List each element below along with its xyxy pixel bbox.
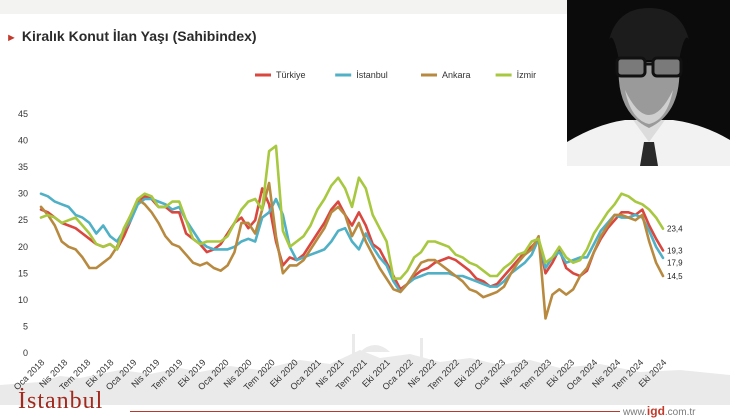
legend-label: Türkiye bbox=[276, 70, 306, 80]
y-tick-label: 0 bbox=[23, 348, 28, 358]
legend-label: Ankara bbox=[442, 70, 471, 80]
page-title-text: Kiralık Konut İlan Yaşı (Sahibindex) bbox=[21, 28, 257, 44]
presenter-photo bbox=[567, 0, 730, 166]
y-axis: 0 5 10 15 20 25 30 35 40 45 bbox=[18, 109, 28, 358]
series-line-Ankara bbox=[39, 181, 665, 320]
footer-site-prefix: www. bbox=[623, 407, 647, 418]
footer-site-main: igd bbox=[646, 404, 665, 418]
series-lines bbox=[39, 144, 665, 320]
footer-site-suffix: .com.tr bbox=[664, 407, 696, 418]
istanbul-skyline-watermark bbox=[0, 334, 730, 405]
y-tick-label: 20 bbox=[18, 242, 28, 252]
y-tick-label: 15 bbox=[18, 268, 28, 278]
y-tick-label: 45 bbox=[18, 109, 28, 119]
footer-line bbox=[130, 411, 620, 412]
legend: Türkiye İstanbul Ankara İzmir bbox=[255, 70, 536, 80]
y-tick-label: 40 bbox=[18, 136, 28, 146]
end-label: 17,9 bbox=[667, 258, 683, 267]
y-tick-label: 5 bbox=[23, 321, 28, 331]
y-tick-label: 35 bbox=[18, 162, 28, 172]
end-label: 23,4 bbox=[667, 225, 683, 234]
y-tick-label: 30 bbox=[18, 189, 28, 199]
top-bar bbox=[0, 0, 730, 14]
series-line-İzmir bbox=[39, 144, 665, 280]
series-line-Türkiye bbox=[39, 187, 665, 291]
title-arrow-icon: ► bbox=[6, 32, 17, 44]
y-tick-label: 25 bbox=[18, 215, 28, 225]
end-label: 19,3 bbox=[667, 246, 683, 255]
end-label: 14,5 bbox=[667, 272, 683, 281]
end-labels: 23,4 19,3 17,9 14,5 bbox=[667, 225, 683, 281]
legend-label: İstanbul bbox=[356, 70, 388, 80]
y-tick-label: 10 bbox=[18, 295, 28, 305]
legend-label: İzmir bbox=[517, 70, 537, 80]
footer-brand: İstanbul bbox=[18, 388, 104, 414]
page-title: ► Kiralık Konut İlan Yaşı (Sahibindex) bbox=[6, 28, 257, 44]
series-line-İstanbul bbox=[39, 192, 665, 294]
footer-site: www.igd.com.tr bbox=[623, 404, 695, 418]
